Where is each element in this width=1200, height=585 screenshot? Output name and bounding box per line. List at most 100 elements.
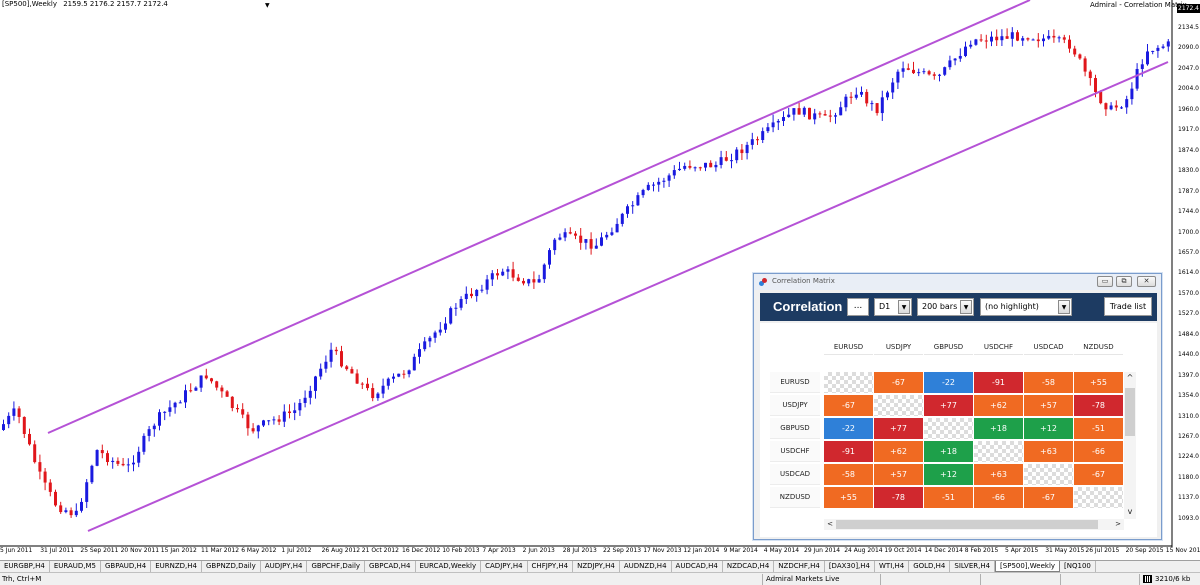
candle-body: [563, 232, 567, 238]
vertical-scrollbar[interactable]: ^ v: [1124, 372, 1136, 519]
correlation-cell[interactable]: -51: [1074, 418, 1123, 439]
correlation-cell-empty[interactable]: [924, 418, 973, 439]
correlation-cell[interactable]: -58: [824, 464, 873, 485]
chevron-down-icon[interactable]: ▼: [1058, 300, 1070, 314]
correlation-cell[interactable]: -78: [1074, 395, 1123, 416]
correlation-cell[interactable]: -22: [824, 418, 873, 439]
correlation-cell[interactable]: +57: [1024, 395, 1073, 416]
correlation-cell[interactable]: -67: [1024, 487, 1073, 508]
scroll-thumb[interactable]: [1125, 388, 1135, 436]
chart-tab[interactable]: [DAX30],H4: [825, 561, 875, 572]
restore-button[interactable]: ⧉: [1116, 276, 1132, 287]
candle-body: [854, 94, 858, 98]
chart-tab[interactable]: EURAUD,M5: [50, 561, 101, 572]
chart-tab[interactable]: EURCAD,Weekly: [416, 561, 482, 572]
correlation-cell[interactable]: -67: [874, 372, 923, 393]
horizontal-scrollbar[interactable]: < >: [824, 519, 1124, 530]
candle-body: [95, 450, 99, 466]
correlation-matrix-window[interactable]: Correlation Matrix ▭ ⧉ ✕ Correlation ...…: [753, 273, 1162, 540]
correlation-cell[interactable]: +12: [1024, 418, 1073, 439]
candle-body: [678, 168, 681, 171]
chevron-down-icon[interactable]: ▼: [960, 300, 972, 314]
chevron-down-icon[interactable]: ▼: [898, 300, 910, 314]
candle-body: [719, 157, 723, 165]
scroll-left-icon[interactable]: <: [827, 520, 833, 528]
correlation-cell-empty[interactable]: [1024, 464, 1073, 485]
chart-tab[interactable]: SILVER,H4: [950, 561, 996, 572]
chart-tab[interactable]: [SP500],Weekly: [995, 561, 1061, 572]
correlation-cell-empty[interactable]: [824, 372, 873, 393]
dropdown-arrow-icon[interactable]: ▼: [265, 2, 270, 9]
chart-tab[interactable]: AUDNZD,H4: [620, 561, 672, 572]
matrix-column-header: GBPUSD: [924, 339, 973, 355]
candle-body: [1094, 78, 1097, 92]
chart-header: [SP500],Weekly 2159.5 2176.2 2157.7 2172…: [2, 0, 172, 8]
chart-tab[interactable]: GBPAUD,H4: [101, 561, 152, 572]
chart-tab[interactable]: GOLD,H4: [909, 561, 951, 572]
correlation-cell[interactable]: -51: [924, 487, 973, 508]
candle-body: [797, 108, 801, 115]
chart-tab[interactable]: NZDCAD,H4: [723, 561, 775, 572]
correlation-cell-empty[interactable]: [974, 441, 1023, 462]
correlation-cell[interactable]: +55: [1074, 372, 1123, 393]
correlation-cell[interactable]: +55: [824, 487, 873, 508]
candle-body: [371, 388, 375, 399]
scroll-up-icon[interactable]: ^: [1126, 373, 1134, 382]
minimize-button[interactable]: ▭: [1097, 276, 1113, 287]
candle-body: [470, 293, 473, 297]
chart-tab[interactable]: EURGBP,H4: [0, 561, 50, 572]
candle-body: [964, 46, 967, 56]
chart-tab[interactable]: NZDCHF,H4: [774, 561, 825, 572]
correlation-cell[interactable]: -66: [974, 487, 1023, 508]
candle-body: [1088, 71, 1092, 79]
correlation-cell[interactable]: -66: [1074, 441, 1123, 462]
candle-body: [314, 376, 317, 391]
correlation-cell[interactable]: -78: [874, 487, 923, 508]
correlation-cell[interactable]: -91: [824, 441, 873, 462]
candle-body: [163, 411, 167, 413]
correlation-cell[interactable]: +62: [874, 441, 923, 462]
correlation-cell[interactable]: -67: [824, 395, 873, 416]
chart-tab[interactable]: CADJPY,H4: [481, 561, 528, 572]
correlation-cell[interactable]: +63: [1024, 441, 1073, 462]
scroll-down-icon[interactable]: v: [1127, 507, 1133, 516]
correlation-cell[interactable]: -22: [924, 372, 973, 393]
window-titlebar[interactable]: Correlation Matrix ▭ ⧉ ✕: [754, 274, 1161, 290]
chart-tab[interactable]: EURNZD,H4: [151, 561, 202, 572]
chart-tab[interactable]: GBPNZD,Daily: [202, 561, 261, 572]
options-button[interactable]: ...: [847, 298, 869, 316]
candle-body: [527, 279, 531, 284]
chart-tab[interactable]: AUDJPY,H4: [261, 561, 308, 572]
correlation-cell[interactable]: -91: [974, 372, 1023, 393]
correlation-cell[interactable]: +12: [924, 464, 973, 485]
scroll-right-icon[interactable]: >: [1115, 520, 1121, 528]
correlation-cell[interactable]: +77: [924, 395, 973, 416]
candle-body: [1078, 54, 1082, 59]
bars-select[interactable]: 200 bars ▼: [917, 298, 974, 316]
chart-tab[interactable]: CHFJPY,H4: [528, 561, 574, 572]
candle-body: [324, 361, 328, 369]
chart-tab[interactable]: GBPCHF,Daily: [307, 561, 366, 572]
correlation-cell[interactable]: -67: [1074, 464, 1123, 485]
scroll-thumb[interactable]: [836, 520, 1098, 529]
chart-tab[interactable]: AUDCAD,H4: [672, 561, 723, 572]
correlation-cell[interactable]: +63: [974, 464, 1023, 485]
close-button[interactable]: ✕: [1137, 276, 1156, 287]
correlation-cell[interactable]: +18: [924, 441, 973, 462]
correlation-cell-empty[interactable]: [1074, 487, 1123, 508]
correlation-cell[interactable]: +62: [974, 395, 1023, 416]
timeframe-select[interactable]: D1 ▼: [874, 298, 912, 316]
correlation-cell[interactable]: -58: [1024, 372, 1073, 393]
correlation-cell-empty[interactable]: [874, 395, 923, 416]
price-axis-label: 1484.0: [1178, 330, 1199, 338]
chart-tab[interactable]: GBPCAD,H4: [365, 561, 416, 572]
candle-body: [641, 189, 645, 196]
highlight-select[interactable]: (no highlight) ▼: [980, 298, 1072, 316]
correlation-cell[interactable]: +18: [974, 418, 1023, 439]
correlation-cell[interactable]: +77: [874, 418, 923, 439]
chart-tab[interactable]: NZDJPY,H4: [573, 561, 620, 572]
correlation-cell[interactable]: +57: [874, 464, 923, 485]
trade-list-button[interactable]: Trade list: [1104, 297, 1152, 316]
chart-tab[interactable]: [NQ100: [1060, 561, 1096, 572]
chart-tab[interactable]: WTI,H4: [875, 561, 910, 572]
